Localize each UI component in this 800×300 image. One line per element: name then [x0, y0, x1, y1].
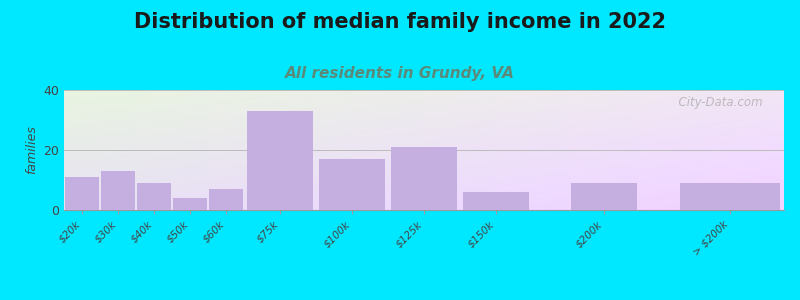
Bar — [680, 183, 780, 210]
Text: City-Data.com: City-Data.com — [670, 96, 762, 109]
Y-axis label: families: families — [25, 126, 38, 174]
Bar — [571, 183, 637, 210]
Bar — [102, 171, 134, 210]
Text: Distribution of median family income in 2022: Distribution of median family income in … — [134, 12, 666, 32]
Bar — [391, 147, 457, 210]
Bar — [463, 192, 529, 210]
Bar — [174, 198, 206, 210]
Bar — [66, 177, 98, 210]
Bar — [138, 183, 170, 210]
Bar — [247, 111, 313, 210]
Bar — [319, 159, 385, 210]
Bar — [210, 189, 242, 210]
Text: All residents in Grundy, VA: All residents in Grundy, VA — [285, 66, 515, 81]
